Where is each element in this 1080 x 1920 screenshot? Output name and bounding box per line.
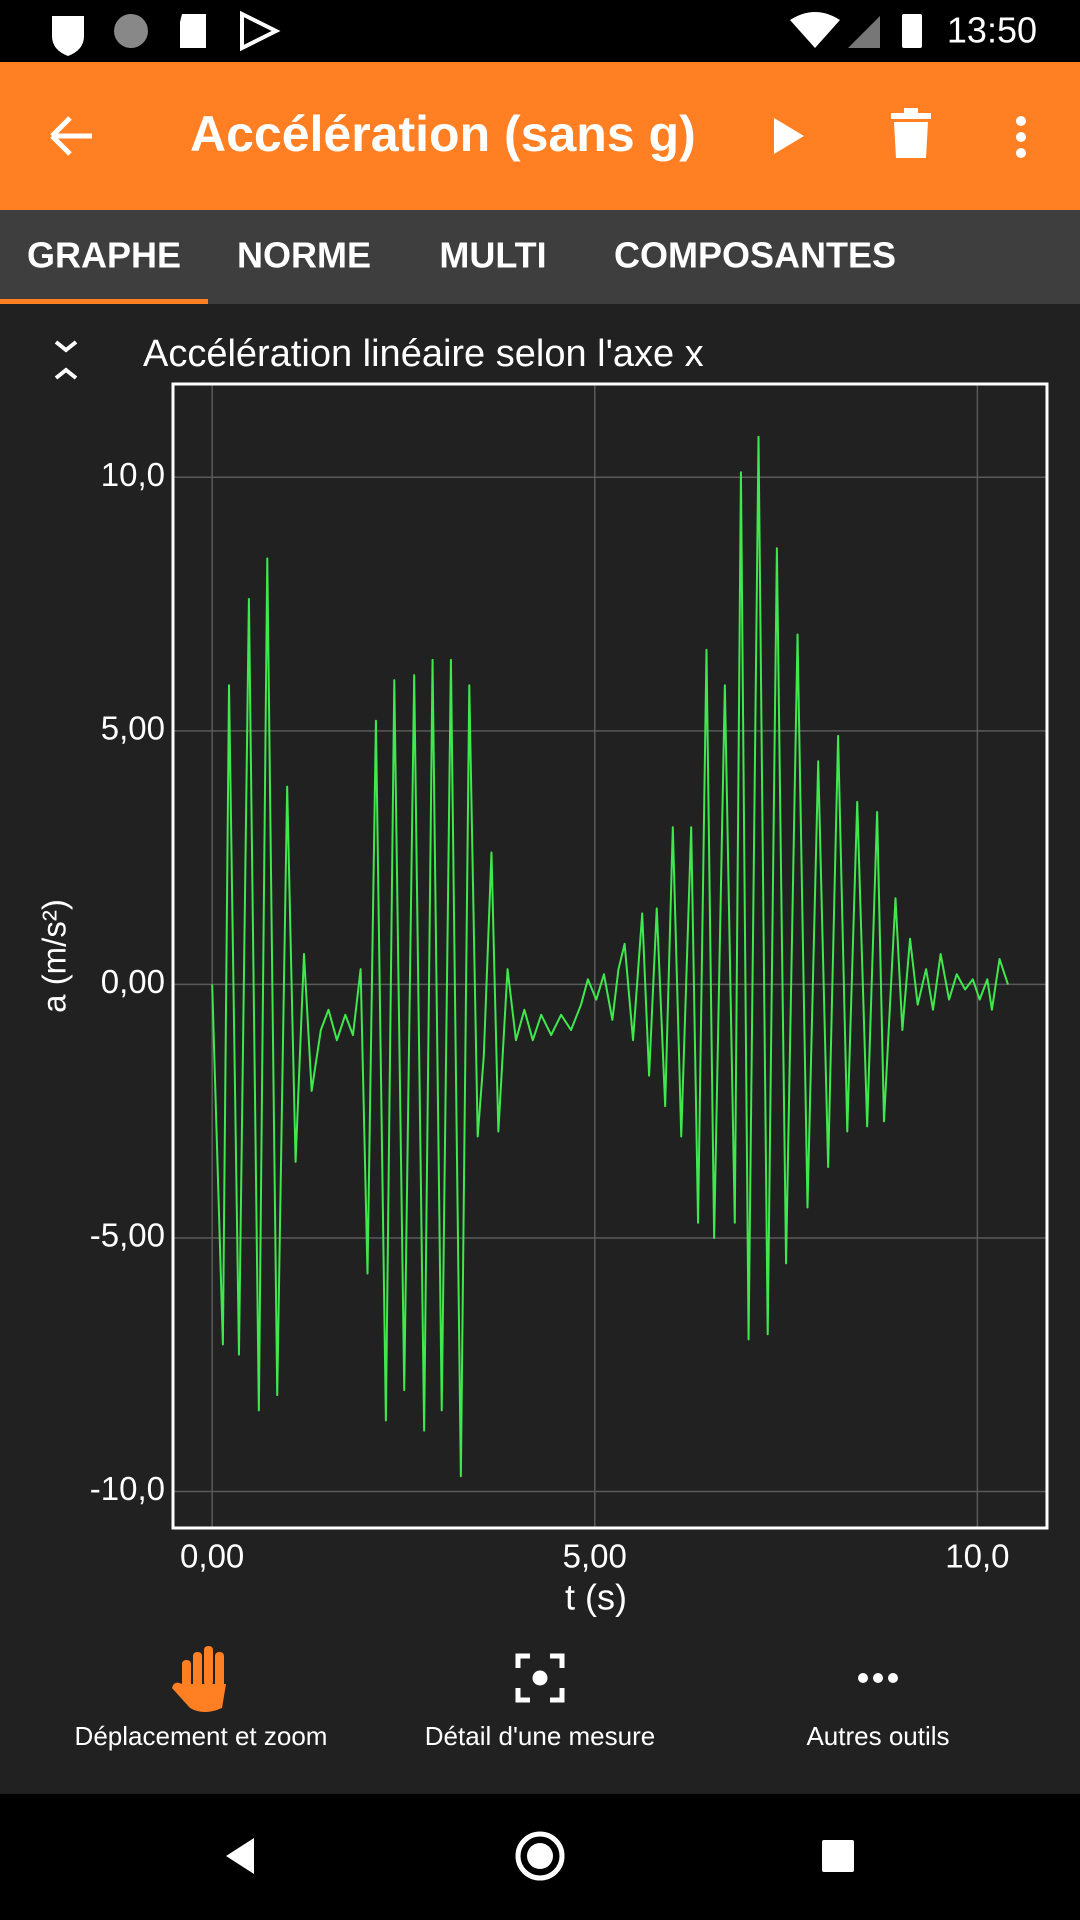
tool-label[interactable]: Autres outils	[806, 1721, 949, 1751]
y-tick-label: 10,0	[101, 456, 165, 493]
collapse-button[interactable]	[54, 340, 78, 380]
app-title: Accélération (sans g)	[190, 106, 696, 162]
tab-bar	[0, 210, 1080, 304]
tab[interactable]: COMPOSANTES	[614, 235, 896, 276]
finger	[215, 1652, 224, 1688]
plot-frame	[171, 382, 1049, 1530]
trash-lid	[891, 113, 931, 119]
center	[532, 1670, 548, 1686]
dot	[1016, 116, 1026, 126]
tab[interactable]: NORME	[237, 235, 371, 276]
dot	[1016, 148, 1026, 158]
menu-button[interactable]	[1016, 116, 1026, 158]
chart-title: Accélération linéaire selon l'axe x	[143, 333, 704, 375]
y-tick-label: 5,00	[101, 710, 165, 747]
sd-icon	[180, 14, 206, 48]
nav-home-dot	[527, 1843, 553, 1869]
nav-recents[interactable]	[822, 1840, 854, 1872]
signal-icon	[848, 16, 880, 48]
measure-icon	[515, 1653, 565, 1703]
dot	[858, 1673, 868, 1683]
finger	[193, 1652, 202, 1688]
play-button[interactable]	[774, 118, 804, 154]
x-tick-label: 0,00	[180, 1538, 244, 1575]
tool-label[interactable]: Déplacement et zoom	[75, 1721, 328, 1751]
delete-button[interactable]	[891, 108, 931, 158]
status-icons	[52, 10, 922, 56]
x-axis-label: t (s)	[565, 1577, 627, 1618]
tool-label[interactable]: Détail d'une mesure	[425, 1721, 655, 1751]
x-tick-label: 5,00	[563, 1538, 627, 1575]
status-time: 13:50	[947, 10, 1037, 51]
x-tick-label: 10,0	[945, 1538, 1009, 1575]
hand-icon	[172, 1646, 226, 1712]
trash-body	[894, 122, 928, 158]
data-line	[211, 435, 1009, 1478]
wifi-icon	[790, 12, 840, 48]
play-store-icon	[240, 10, 281, 52]
y-tick-label: 0,00	[101, 963, 165, 1000]
more-icon	[858, 1673, 898, 1683]
dot	[1016, 132, 1026, 142]
finger	[182, 1660, 191, 1690]
y-axis-label: a (m/s²)	[36, 899, 73, 1013]
finger	[204, 1646, 213, 1686]
y-tick-label: -10,0	[90, 1470, 165, 1507]
palm	[172, 1682, 226, 1712]
sync-icon	[114, 14, 148, 48]
shield-icon	[52, 16, 84, 56]
battery-icon	[902, 14, 922, 48]
tab[interactable]: MULTI	[439, 235, 546, 276]
frame	[515, 1653, 565, 1703]
y-tick-label: -5,00	[90, 1217, 165, 1254]
tab[interactable]: GRAPHE	[27, 235, 181, 276]
back-button[interactable]	[50, 116, 92, 156]
trash-handle	[904, 108, 918, 114]
dot	[873, 1673, 883, 1683]
nav-home[interactable]	[515, 1831, 565, 1881]
nav-back[interactable]	[226, 1838, 254, 1874]
dot	[888, 1673, 898, 1683]
tab-indicator	[0, 299, 208, 304]
plot: -10,0 -5,00 0,00 5,00 10,0 0,00 5,00 10,0	[90, 382, 1049, 1575]
